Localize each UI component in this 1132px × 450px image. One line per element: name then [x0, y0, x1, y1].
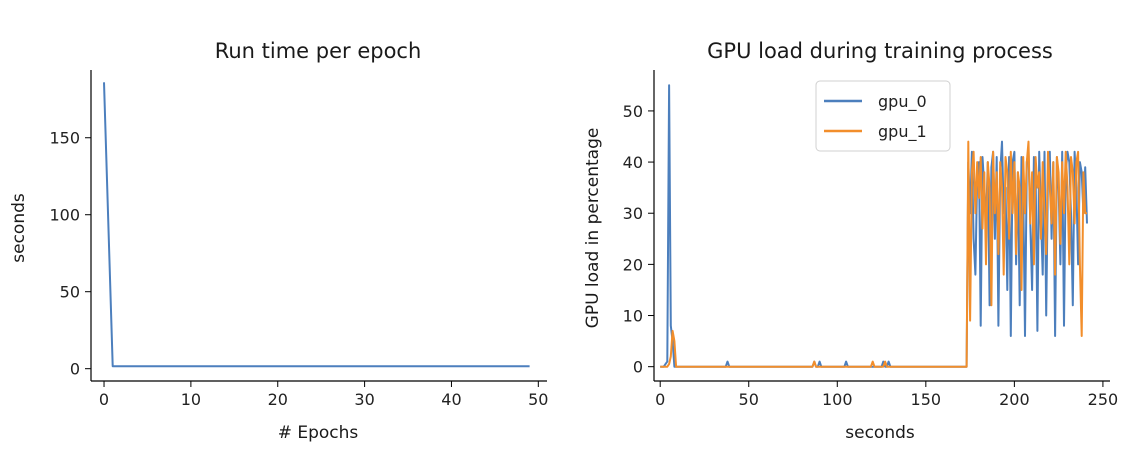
- chart-title: Run time per epoch: [215, 39, 422, 63]
- run-time-chart: Run time per epoch # Epochs seconds 0 10 2…: [9, 39, 548, 443]
- x-tick-label: 50: [528, 390, 548, 409]
- x-tick-label: 100: [822, 390, 853, 409]
- x-tick-label: 20: [268, 390, 288, 409]
- series-line-gpu-1: [660, 140, 1087, 368]
- x-tick-label: 150: [911, 390, 942, 409]
- y-tick-label: 20: [623, 255, 643, 274]
- y-tick-label: 30: [623, 204, 643, 223]
- x-tick-label: 50: [739, 390, 759, 409]
- chart-title: GPU load during training process: [707, 39, 1053, 63]
- y-tick-label: 100: [49, 206, 80, 225]
- x-tick-label: 40: [441, 390, 461, 409]
- legend-box: [815, 80, 951, 152]
- y-tick-label: 0: [633, 358, 643, 377]
- y-tick-label: 150: [49, 129, 80, 148]
- x-tick-label: 10: [181, 390, 201, 409]
- gpu-load-chart: GPU load during training process seconds…: [583, 39, 1118, 443]
- legend-label: gpu_0: [878, 92, 927, 112]
- y-tick-label: 50: [623, 102, 643, 121]
- legend-label: gpu_1: [878, 122, 927, 142]
- y-tick-label: 40: [623, 153, 643, 172]
- x-axis-label: # Epochs: [278, 423, 359, 443]
- x-tick-label: 30: [354, 390, 374, 409]
- series-line: [103, 82, 530, 368]
- y-tick-label: 0: [70, 360, 80, 379]
- x-tick-label: 250: [1088, 390, 1119, 409]
- y-tick-label: 10: [623, 307, 643, 326]
- x-tick-label: 200: [999, 390, 1030, 409]
- x-tick-label: 0: [99, 390, 109, 409]
- y-axis-label: GPU load in percentage: [583, 128, 603, 329]
- x-tick-label: 0: [655, 390, 665, 409]
- y-axis-label: seconds: [9, 193, 29, 263]
- x-axis-label: seconds: [845, 423, 915, 443]
- y-tick-label: 50: [60, 283, 80, 302]
